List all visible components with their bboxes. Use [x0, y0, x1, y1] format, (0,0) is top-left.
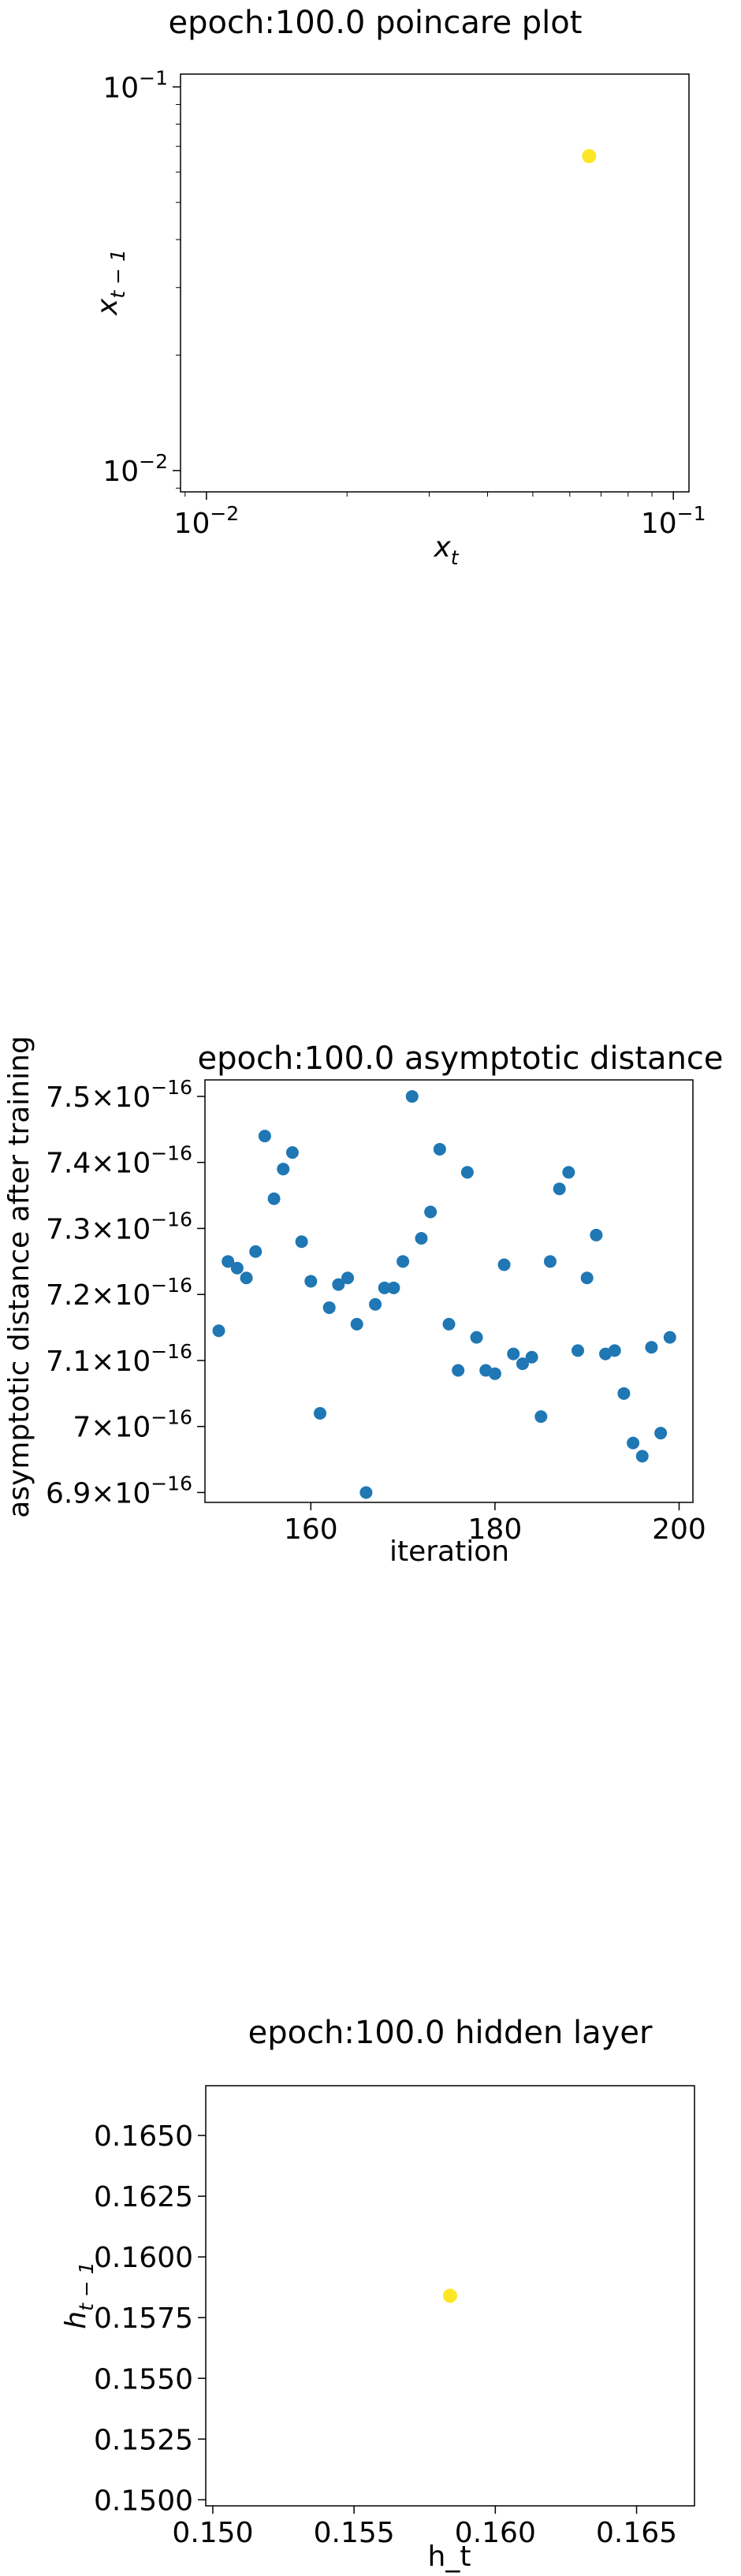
- data-point: [460, 1166, 474, 1179]
- data-point: [267, 1192, 281, 1205]
- y-tick-label: 0.1575: [94, 2302, 193, 2335]
- data-point: [635, 1450, 649, 1463]
- data-point: [304, 1275, 318, 1288]
- data-point: [350, 1317, 363, 1331]
- data-point: [507, 1347, 520, 1361]
- poincare-chart: epoch:100.0 poincare plot 10−2 10−1 10−2 10…: [91, 5, 706, 569]
- data-point: [332, 1278, 345, 1291]
- y-tick-label: 0.1650: [94, 2120, 193, 2153]
- data-point: [277, 1163, 290, 1176]
- asymptotic-xlabel: iteration: [389, 1536, 509, 1568]
- data-point: [572, 1344, 585, 1357]
- x-tick-label: 0.155: [314, 2517, 395, 2549]
- x-tick-label: 10−2: [174, 502, 240, 540]
- data-point: [580, 1271, 594, 1285]
- data-point: [313, 1406, 326, 1420]
- data-point: [378, 1281, 391, 1294]
- y-tick-label: 0.1500: [94, 2485, 193, 2517]
- y-tick-label: 7.5×10−16: [46, 1076, 192, 1114]
- data-point: [415, 1232, 428, 1245]
- data-point: [359, 1486, 373, 1499]
- y-tick-label: 7.1×10−16: [46, 1340, 192, 1378]
- x-tick-label: 0.160: [455, 2517, 536, 2549]
- x-tick-label: 10−1: [641, 502, 706, 540]
- data-point: [534, 1410, 548, 1424]
- poincare-xlabel: xt: [433, 531, 459, 569]
- data-point: [424, 1205, 438, 1219]
- data-point: [322, 1301, 336, 1314]
- data-point: [516, 1357, 529, 1371]
- data-point: [590, 1228, 603, 1241]
- y-tick-label: 0.1525: [94, 2424, 193, 2456]
- x-tick-label: 200: [652, 1513, 706, 1546]
- svg-text:ht − 1: ht − 1: [60, 2261, 98, 2328]
- y-tick-label: 6.9×10−16: [46, 1472, 192, 1509]
- hidden-xlabel: h_t: [428, 2541, 471, 2573]
- data-point: [285, 1146, 299, 1160]
- data-point: [608, 1344, 621, 1357]
- hidden-plot-area: [205, 2085, 695, 2507]
- y-tick-label: 7.2×10−16: [46, 1274, 192, 1312]
- data-point: [230, 1261, 244, 1275]
- y-tick-label: 7.4×10−16: [46, 1142, 192, 1180]
- y-tick-label: 7×10−16: [73, 1406, 192, 1444]
- asymptotic-chart: epoch:100.0 asymptotic distance 160 180 20…: [3, 1036, 724, 1568]
- data-point: [249, 1245, 263, 1258]
- hidden-layer-chart: epoch:100.0 hidden layer 0.150 0.155 0.160…: [60, 2015, 695, 2573]
- hidden-title: epoch:100.0 hidden layer: [248, 2015, 653, 2051]
- data-point: [212, 1324, 225, 1338]
- data-point: [295, 1235, 308, 1249]
- y-tick-label: 0.1625: [94, 2181, 193, 2213]
- x-tick-label: 160: [284, 1513, 338, 1546]
- y-tick-label: 10−2: [102, 450, 168, 488]
- data-point: [341, 1271, 355, 1285]
- data-point: [543, 1255, 557, 1268]
- data-point: [497, 1258, 511, 1271]
- y-tick-label: 0.1550: [94, 2363, 193, 2395]
- svg-text:xt − 1: xt − 1: [91, 249, 129, 316]
- data-point: [654, 1427, 668, 1440]
- data-point: [387, 1281, 400, 1294]
- poincare-plot-area: [180, 73, 690, 493]
- svg-text:xt: xt: [433, 531, 459, 569]
- data-point: [452, 1364, 465, 1377]
- data-point: [582, 149, 597, 164]
- data-point: [222, 1255, 235, 1268]
- data-point: [369, 1297, 382, 1311]
- data-point: [433, 1142, 446, 1156]
- data-point: [442, 1317, 456, 1331]
- poincare-title: epoch:100.0 poincare plot: [169, 5, 583, 41]
- data-point: [617, 1387, 631, 1400]
- x-tick-label: 180: [468, 1513, 523, 1546]
- asymptotic-ylabel: asymptotic distance after training: [3, 1036, 35, 1518]
- data-point: [645, 1341, 658, 1354]
- y-tick-label: 0.1600: [94, 2242, 193, 2274]
- data-point: [553, 1182, 566, 1196]
- data-point: [525, 1350, 538, 1364]
- data-point: [627, 1436, 640, 1450]
- data-point: [470, 1331, 483, 1344]
- data-point: [240, 1271, 253, 1285]
- x-tick-label: 0.165: [596, 2517, 677, 2549]
- y-tick-label: 7.3×10−16: [46, 1208, 192, 1245]
- hidden-ylabel: ht − 1: [60, 2261, 98, 2328]
- asymptotic-plot-area: [204, 1079, 694, 1503]
- data-point: [405, 1089, 419, 1103]
- data-point: [663, 1331, 676, 1344]
- y-tick-label: 10−1: [102, 66, 168, 104]
- poincare-ylabel: xt − 1: [91, 249, 129, 316]
- data-point: [488, 1367, 501, 1380]
- x-tick-label: 0.150: [172, 2517, 253, 2549]
- data-point: [397, 1255, 410, 1268]
- asymptotic-title: epoch:100.0 asymptotic distance: [197, 1040, 723, 1077]
- data-point: [258, 1130, 271, 1143]
- data-point: [443, 2288, 457, 2303]
- data-point: [562, 1166, 575, 1179]
